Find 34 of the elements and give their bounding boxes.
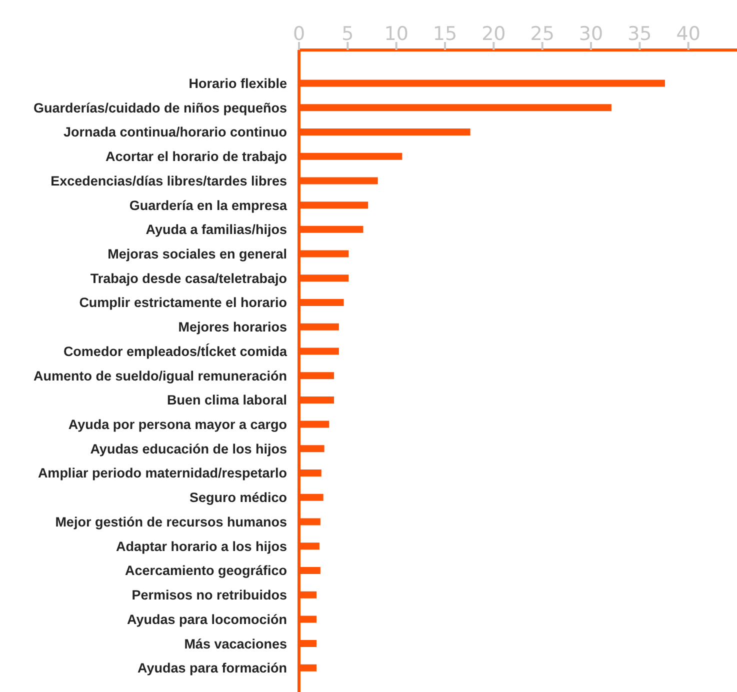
y-tick-label: Ayudas educación de los hijos [90, 441, 287, 456]
y-tick-label: Guardería en la empresa [129, 198, 288, 213]
y-tick-label: Horario flexible [188, 76, 288, 91]
y-tick-label: Mejoras sociales en general [108, 246, 287, 262]
y-tick-label: Comedor empleados/tĺcket comida [63, 342, 288, 359]
x-tick-label: 35 [628, 23, 652, 45]
y-tick-label: Guarderías/cuidado de niños pequeños [33, 100, 287, 116]
y-tick-label: Adaptar horario a los hijos [116, 538, 287, 554]
y-tick-label: Ayudas para formación [137, 660, 287, 676]
y-tick-label: Ayudas para locomoción [126, 612, 287, 627]
y-tick-label: Cumplir estrictamente el horario [79, 295, 287, 310]
x-tick-label: 30 [578, 23, 604, 45]
x-tick-label: 20 [482, 23, 506, 45]
y-tick-label: Ayuda a familias/hijos [146, 222, 287, 238]
x-tick-label: 15 [432, 23, 458, 45]
y-tick-label: Mejores horarios [178, 320, 287, 335]
y-tick-label: Buen clima laboral [166, 392, 287, 408]
y-tick-label: Aumento de sueldo/igual remuneración [33, 368, 287, 384]
x-tick-label: 0 [292, 23, 306, 45]
y-tick-label: Mejor gestión de recursos humanos [55, 514, 287, 530]
y-tick-label: Excedencias/días libres/tardes libres [50, 173, 287, 188]
x-tick-label: 10 [384, 23, 408, 45]
y-tick-label: Acercamiento geográfico [124, 563, 287, 578]
y-tick-label: Permisos no retribuidos [132, 588, 287, 603]
y-tick-label: Acortar el horario de trabajo [105, 149, 287, 164]
x-tick-label: 5 [342, 23, 354, 45]
y-tick-label: Ayuda por persona mayor a cargo [68, 417, 287, 432]
y-tick-label: Trabajo desde casa/teletrabajo [90, 270, 287, 286]
x-tick-label: 25 [530, 23, 554, 45]
y-tick-label: Jornada continua/horario continuo [63, 124, 287, 140]
x-tick-label: 40 [676, 23, 700, 45]
y-tick-label: Más vacaciones [184, 636, 287, 652]
y-tick-label: Seguro médico [189, 490, 287, 506]
y-tick-label: Ampliar periodo maternidad/respetarlo [38, 466, 287, 481]
